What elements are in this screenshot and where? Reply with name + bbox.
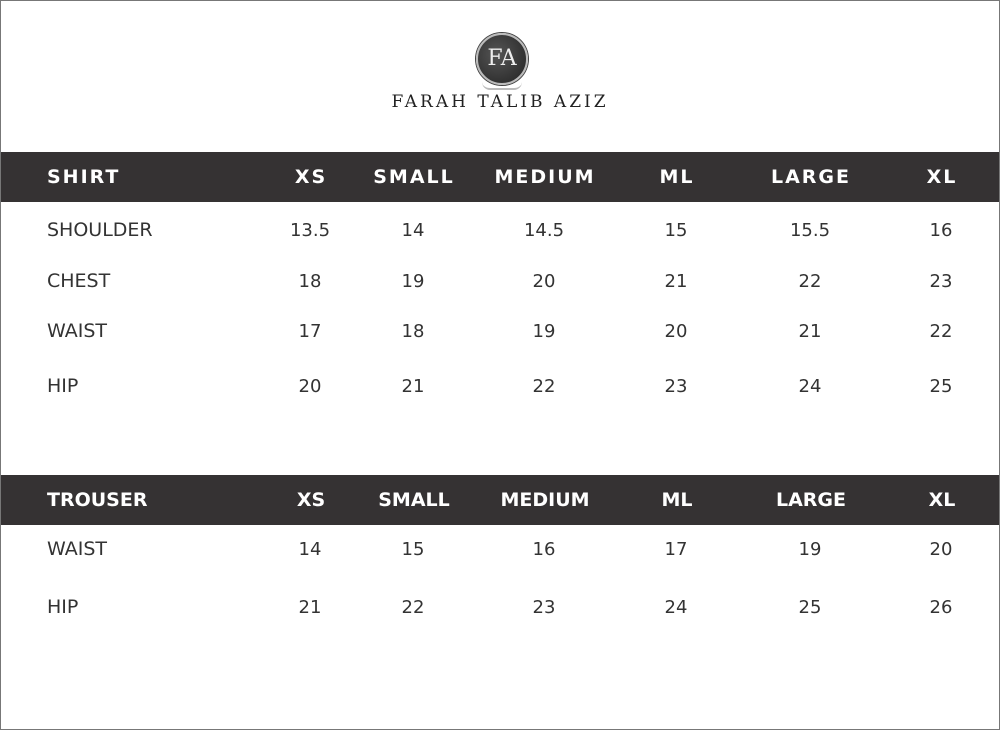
column-header: SMALL <box>378 489 450 511</box>
cell-value: 25 <box>929 376 953 397</box>
cell-value: 22 <box>929 321 953 342</box>
shirt-header-bar: SHIRT XS SMALL MEDIUM ML LARGE XL <box>1 152 999 202</box>
cell-value: 19 <box>532 321 556 342</box>
cell-value: 15 <box>664 220 688 241</box>
cell-value: 16 <box>532 539 556 560</box>
cell-value: 14 <box>401 220 425 241</box>
column-header: MEDIUM <box>500 489 590 511</box>
table-row: CHEST 18 19 20 21 22 23 <box>0 270 1000 294</box>
cell-value: 21 <box>798 321 822 342</box>
trouser-title: TROUSER <box>47 489 148 511</box>
brand-name: FARAH TALIB AZIZ <box>391 92 609 112</box>
cell-value: 25 <box>798 597 822 618</box>
row-label: HIP <box>47 375 79 397</box>
row-label: HIP <box>47 596 79 618</box>
logo-ornament <box>482 82 522 90</box>
table-row: SHOULDER 13.5 14 14.5 15 15.5 16 <box>0 219 1000 243</box>
cell-value: 26 <box>929 597 953 618</box>
cell-value: 20 <box>929 539 953 560</box>
column-header: ML <box>659 166 695 188</box>
cell-value: 14 <box>298 539 322 560</box>
cell-value: 22 <box>798 271 822 292</box>
row-label: SHOULDER <box>47 219 153 241</box>
cell-value: 17 <box>664 539 688 560</box>
cell-value: 23 <box>929 271 953 292</box>
cell-value: 13.5 <box>289 220 331 241</box>
cell-value: 19 <box>798 539 822 560</box>
cell-value: 23 <box>532 597 556 618</box>
row-label: WAIST <box>47 538 108 560</box>
cell-value: 23 <box>664 376 688 397</box>
cell-value: 24 <box>798 376 822 397</box>
column-header: ML <box>661 489 693 511</box>
cell-value: 14.5 <box>523 220 565 241</box>
cell-value: 22 <box>532 376 556 397</box>
cell-value: 18 <box>298 271 322 292</box>
column-header: SMALL <box>373 166 455 188</box>
column-header: XS <box>296 489 326 511</box>
cell-value: 15.5 <box>789 220 831 241</box>
column-header: XS <box>294 166 328 188</box>
cell-value: 20 <box>532 271 556 292</box>
cell-value: 19 <box>401 271 425 292</box>
row-label: CHEST <box>47 270 111 292</box>
column-header: LARGE <box>770 166 852 188</box>
cell-value: 21 <box>401 376 425 397</box>
cell-value: 21 <box>664 271 688 292</box>
shirt-title: SHIRT <box>47 166 121 188</box>
cell-value: 20 <box>664 321 688 342</box>
cell-value: 18 <box>401 321 425 342</box>
trouser-header-bar: TROUSER XS SMALL MEDIUM ML LARGE XL <box>1 475 999 525</box>
cell-value: 16 <box>929 220 953 241</box>
column-header: LARGE <box>775 489 847 511</box>
cell-value: 17 <box>298 321 322 342</box>
cell-value: 21 <box>298 597 322 618</box>
cell-value: 15 <box>401 539 425 560</box>
table-row: HIP 20 21 22 23 24 25 <box>0 375 1000 399</box>
column-header: MEDIUM <box>494 166 596 188</box>
cell-value: 24 <box>664 597 688 618</box>
table-row: HIP 21 22 23 24 25 26 <box>0 596 1000 620</box>
table-row: WAIST 17 18 19 20 21 22 <box>0 320 1000 344</box>
column-header: XL <box>928 489 956 511</box>
table-row: WAIST 14 15 16 17 19 20 <box>0 538 1000 562</box>
brand-logo: FA <box>476 33 528 85</box>
column-header: XL <box>926 166 958 188</box>
row-label: WAIST <box>47 320 108 342</box>
cell-value: 20 <box>298 376 322 397</box>
cell-value: 22 <box>401 597 425 618</box>
